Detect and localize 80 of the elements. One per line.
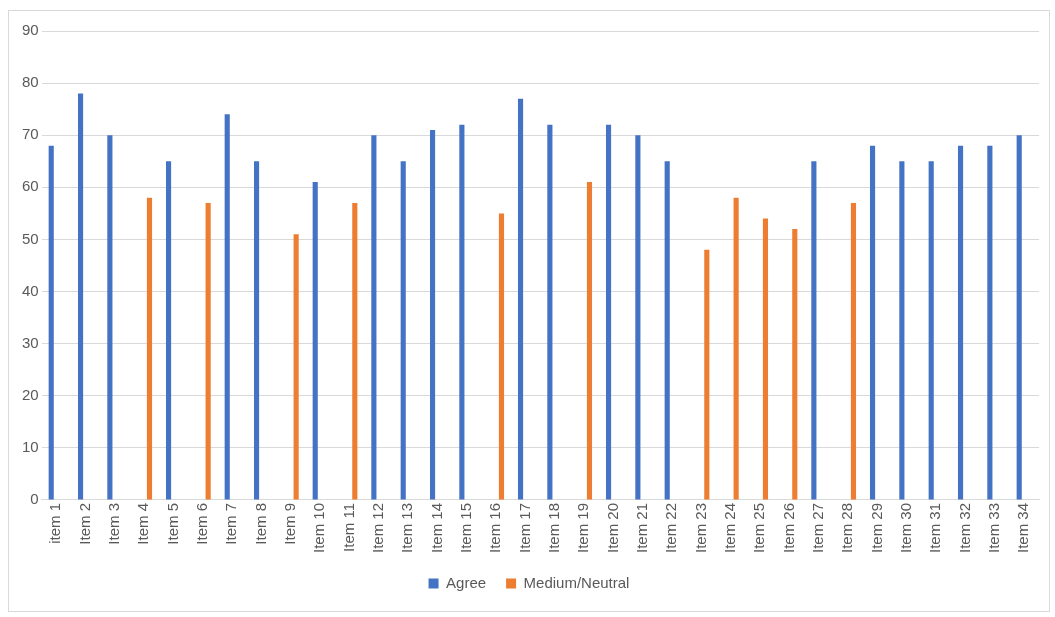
- y-tick-label: 90: [22, 21, 39, 39]
- x-tick-label: Item 21: [633, 502, 651, 554]
- x-tick-label: Item 34: [1014, 502, 1032, 554]
- x-tick-label: Item 28: [838, 502, 856, 554]
- bar: [957, 145, 964, 500]
- bar: [704, 249, 710, 500]
- y-tick-label: 20: [22, 385, 39, 403]
- x-tick-label: Item 9: [281, 502, 299, 545]
- bar: [987, 145, 993, 500]
- bar: [224, 114, 230, 500]
- bar: [1016, 135, 1022, 500]
- x-tick-label: Item 25: [750, 502, 768, 554]
- bar: [312, 182, 318, 500]
- x-tick-label: Item 19: [574, 502, 592, 554]
- bar: [547, 124, 553, 500]
- bar: [928, 161, 934, 500]
- bar: [664, 161, 670, 500]
- x-tick-label: Item 30: [897, 502, 915, 554]
- bar: [811, 161, 817, 500]
- bar: [733, 197, 739, 500]
- x-tick-label: Item 20: [603, 502, 621, 554]
- x-tick-label: Item 23: [691, 502, 709, 554]
- bar: [635, 135, 641, 500]
- x-tick-label: Item 32: [955, 502, 973, 554]
- x-tick-label: Item 3: [105, 502, 123, 545]
- bar: [165, 161, 172, 500]
- y-tick-label: 80: [22, 73, 39, 91]
- bar: [792, 229, 798, 500]
- bar: [605, 124, 612, 500]
- x-tick-label: Item 14: [427, 502, 445, 554]
- x-tick-label: Item 17: [515, 502, 533, 554]
- bar: [253, 161, 260, 500]
- bar: [498, 213, 505, 500]
- y-tick-label: 30: [22, 333, 39, 351]
- x-tick-label: Item 29: [867, 502, 885, 554]
- bar: [762, 218, 769, 500]
- x-tick-label: Item 8: [251, 502, 269, 545]
- bar: [352, 202, 358, 500]
- x-tick-label: Item 5: [163, 502, 181, 545]
- bar: [850, 202, 857, 500]
- bar: [869, 145, 876, 500]
- y-tick-label: 60: [22, 177, 39, 195]
- x-tick-label: Item 27: [809, 502, 827, 554]
- x-tick-label: Item 6: [193, 502, 211, 545]
- bar: [429, 130, 436, 500]
- x-tick-label: Item 4: [134, 502, 152, 545]
- bar: [400, 161, 406, 500]
- bar: [146, 197, 153, 500]
- y-tick-label: 0: [30, 490, 39, 508]
- x-tick-label: Item 12: [369, 502, 387, 554]
- y-tick-label: 50: [22, 229, 39, 247]
- x-tick-label: Item 31: [926, 502, 944, 554]
- bar: [48, 145, 54, 500]
- bar: [459, 124, 465, 500]
- y-tick-label: 70: [22, 125, 39, 143]
- x-tick-label: Item 2: [75, 502, 93, 545]
- y-tick-label: 10: [22, 438, 39, 456]
- legend-label: Agree: [446, 573, 487, 591]
- bar: [293, 234, 299, 500]
- x-tick-label: Item 33: [985, 502, 1003, 554]
- bar: [77, 93, 84, 500]
- x-tick-label: item 1: [46, 502, 64, 544]
- x-tick-label: Item 16: [486, 502, 504, 554]
- legend-label: Medium/Neutral: [523, 573, 630, 591]
- bar: [371, 135, 377, 500]
- bar: [107, 135, 113, 500]
- bar: [586, 182, 593, 500]
- x-tick-label: Item 22: [662, 502, 680, 554]
- x-tick-label: Item 7: [222, 502, 240, 545]
- x-tick-label: Item 26: [779, 502, 797, 554]
- x-tick-label: Item 15: [457, 502, 475, 554]
- x-tick-label: Item 11: [339, 502, 357, 552]
- x-tick-label: Item 24: [721, 502, 739, 554]
- x-tick-label: Item 13: [398, 502, 416, 554]
- bar: [899, 161, 905, 500]
- y-tick-label: 40: [22, 281, 39, 299]
- x-tick-label: Item 18: [545, 502, 563, 554]
- x-tick-label: Item 10: [310, 502, 328, 554]
- bar: [205, 202, 211, 500]
- bar: [517, 98, 524, 500]
